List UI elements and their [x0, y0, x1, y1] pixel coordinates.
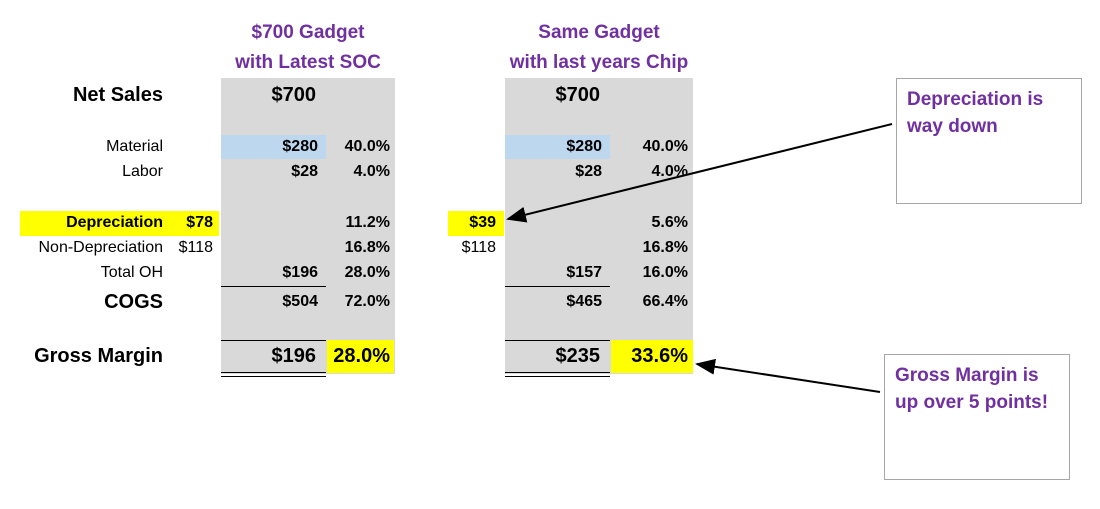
col1-grey-block — [221, 78, 395, 374]
col2-depreciation-highlight — [448, 211, 504, 236]
callout-depreciation: Depreciation is way down — [896, 78, 1082, 204]
col1-cogs-pct: 72.0% — [344, 293, 390, 310]
col1-material: $280 — [282, 138, 318, 155]
col1-depreciation-pct: 11.2% — [345, 214, 390, 231]
col1-cogs: $504 — [282, 293, 318, 310]
col1-gross-margin: $196 — [271, 345, 317, 367]
col2-material: $280 — [566, 138, 602, 155]
col1-total-oh-pct: 28.0% — [344, 264, 390, 281]
col2-net-sales: $700 — [555, 84, 601, 106]
label-non-depreciation: Non-Depreciation — [38, 239, 163, 256]
col2-gross-margin-pct: 33.6% — [631, 345, 688, 367]
col2-cogs: $465 — [566, 293, 602, 310]
col2-depreciation: $39 — [469, 214, 496, 231]
label-net-sales: Net Sales — [72, 84, 163, 106]
col1-depreciation: $78 — [186, 214, 213, 231]
col2-depreciation-pct: 5.6% — [651, 214, 688, 231]
col2-total-oh-underline — [505, 286, 610, 287]
col1-labor-pct: 4.0% — [353, 163, 390, 180]
label-gross-margin: Gross Margin — [34, 345, 163, 367]
col2-non-depreciation-pct: 16.8% — [642, 239, 688, 256]
col1-total-oh-underline — [221, 286, 326, 287]
col2-header-line2: with last years Chip — [509, 52, 689, 73]
col1-header-line2: with Latest SOC — [235, 52, 381, 73]
col1-header-line1: $700 Gadget — [251, 22, 365, 43]
col1-material-highlight — [221, 135, 326, 159]
col2-labor: $28 — [575, 163, 602, 180]
col1-gm-pct-highlight — [327, 340, 394, 373]
callout-gross-margin: Gross Margin is up over 5 points! — [884, 354, 1070, 480]
col1-gm-double-line-2 — [221, 376, 326, 377]
col1-gross-margin-pct: 28.0% — [333, 345, 390, 367]
col2-gm-pct-highlight — [611, 340, 693, 373]
col2-grey-block — [505, 78, 693, 374]
col2-gross-margin: $235 — [555, 345, 601, 367]
col2-material-highlight — [505, 135, 610, 159]
col2-header-line1: Same Gadget — [538, 22, 660, 43]
label-labor: Labor — [122, 163, 163, 180]
col1-total-oh: $196 — [282, 264, 318, 281]
label-total-oh: Total OH — [100, 264, 163, 281]
col2-gm-double-line-1 — [505, 372, 610, 373]
depreciation-arrow — [506, 123, 893, 223]
label-material: Material — [106, 138, 163, 155]
col2-cogs-pct: 66.4% — [642, 293, 688, 310]
col2-total-oh-pct: 16.0% — [642, 264, 688, 281]
col1-non-depreciation: $118 — [178, 239, 213, 256]
col2-gm-double-line-2 — [505, 376, 610, 377]
col2-material-pct: 40.0% — [642, 138, 688, 155]
col1-gm-top-line — [221, 340, 326, 341]
depreciation-row-highlight — [20, 211, 219, 236]
col1-gm-double-line-1 — [221, 372, 326, 373]
col1-material-pct: 40.0% — [344, 138, 390, 155]
col2-gm-top-line — [505, 340, 610, 341]
col1-labor: $28 — [291, 163, 318, 180]
col1-non-depreciation-pct: 16.8% — [344, 239, 390, 256]
gross-margin-arrow — [695, 358, 881, 393]
col1-net-sales: $700 — [271, 84, 317, 106]
col2-non-depreciation: $118 — [461, 239, 496, 256]
label-depreciation: Depreciation — [66, 214, 163, 231]
label-cogs: COGS — [104, 291, 163, 313]
col2-total-oh: $157 — [566, 264, 602, 281]
